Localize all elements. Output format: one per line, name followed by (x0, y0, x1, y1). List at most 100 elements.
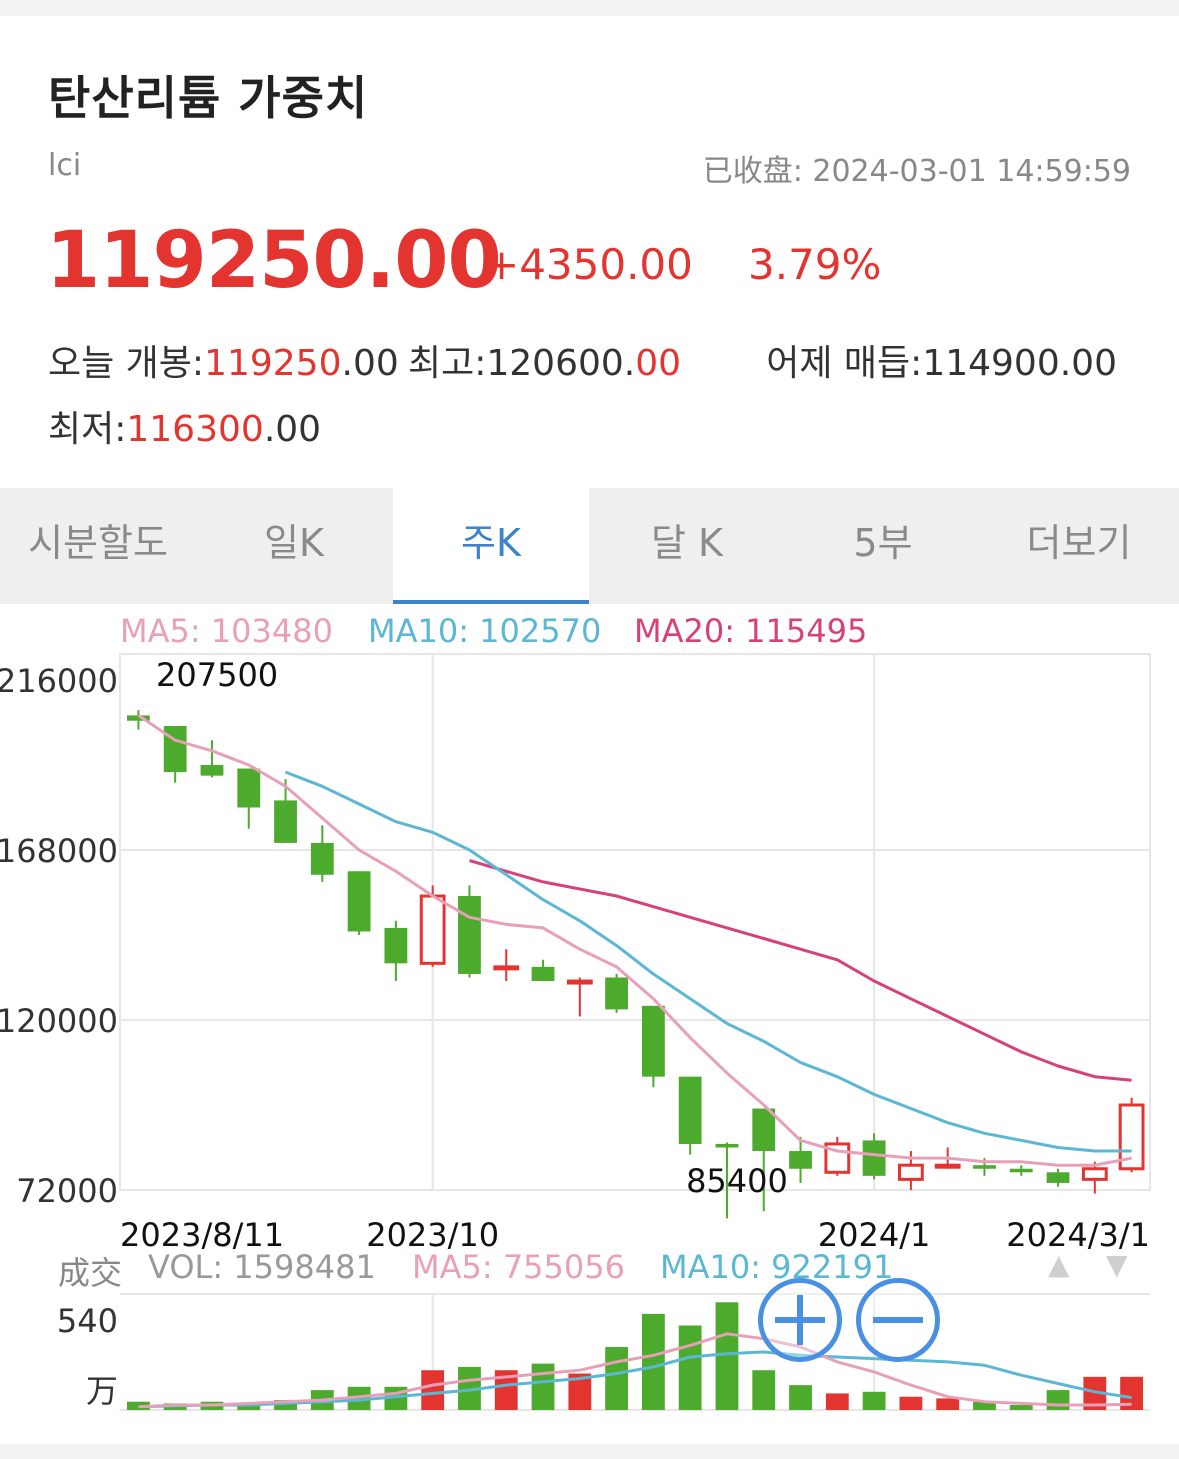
low-value: 116300 (126, 409, 264, 450)
volume-ma5-line (138, 1332, 1132, 1409)
candle-body-down (274, 800, 297, 843)
tab-daily-k[interactable]: 일K (264, 521, 324, 565)
volume-bar (752, 1370, 776, 1410)
candle-body-down (200, 765, 224, 776)
prev-close-stat: 어제 매듭:114900.00 (766, 334, 1117, 386)
ma5-line (137, 714, 1132, 1167)
zoom-in-icon[interactable] (758, 1278, 842, 1362)
price-change-percent: 3.79% (748, 240, 882, 289)
prev-close-value: 114900.00 (922, 343, 1117, 384)
tab-timeshare[interactable]: 시분할도 (28, 521, 168, 565)
chart-frame (119, 653, 1151, 1191)
volume-bar (1120, 1376, 1144, 1410)
high-stat: 최고:120600.00 (408, 334, 681, 386)
scroll-up-icon[interactable]: ▲ (1048, 1248, 1070, 1281)
low-stat: 최저:116300.00 (48, 400, 321, 452)
volume-chart: 540 万 (57, 1293, 1150, 1411)
volume-bar (531, 1363, 555, 1410)
candle-body-down (310, 842, 334, 875)
candle-body-down (605, 977, 629, 1010)
candle-body-down (347, 871, 371, 932)
volume-bar (237, 1403, 261, 1410)
volume-bar (421, 1370, 445, 1410)
tab-more[interactable]: 더보기 (1026, 521, 1132, 565)
ma5-legend: MA5: 103480 (120, 612, 333, 650)
volume-bar (789, 1385, 812, 1410)
x-tick-label: 2023/10 (366, 1216, 499, 1254)
high-value: 120600. (486, 343, 636, 384)
volume-y-tick: 540 (57, 1302, 118, 1340)
prev-close-label: 어제 매듭: (766, 343, 923, 384)
tab-monthly-k[interactable]: 달 K (651, 521, 723, 565)
quote-card (0, 16, 1179, 1444)
candle-body-down (237, 768, 261, 808)
scroll-down-icon[interactable]: ▼ (1106, 1248, 1128, 1281)
candle-body-down (458, 896, 481, 974)
volume-bar (494, 1370, 518, 1410)
x-tick-label: 2024/1 (818, 1216, 931, 1254)
y-tick-label: 216000 (0, 662, 118, 700)
volume-bar (1046, 1390, 1070, 1410)
chart-period-tabs: 시분할도 일K 주K 달 K 5부 더보기 (0, 488, 1179, 604)
volume-bar (347, 1386, 371, 1410)
candle-body-up (1118, 1103, 1145, 1171)
volume-unit-label: 万 (86, 1372, 118, 1410)
volume-bar (274, 1400, 297, 1410)
volume-bar (936, 1398, 960, 1410)
candle-body-up (493, 965, 520, 971)
volume-ma5-legend: MA5: 755056 (412, 1248, 625, 1286)
volume-bar (678, 1325, 702, 1410)
open-value: 119250 (204, 343, 342, 384)
volume-ma10-legend: MA10: 922191 (660, 1248, 894, 1286)
candle-body-down (641, 1005, 665, 1077)
market-status-label: 已收盘: (702, 154, 803, 189)
candle-body-down (1046, 1172, 1070, 1183)
candle-body-down (384, 927, 408, 964)
y-tick-label: 168000 (0, 832, 118, 870)
tab-weekly-k[interactable]: 주K (393, 488, 589, 604)
volume-bar (862, 1391, 886, 1410)
market-status: 已收盘: 2024-03-01 14:59:59 (703, 146, 1131, 190)
x-tick-label: 2024/3/1 (1006, 1216, 1150, 1254)
low-value-decimals: .00 (263, 409, 322, 450)
candle-body-down (126, 715, 150, 721)
volume-value: VOL: 1598481 (148, 1248, 376, 1286)
volume-bar (458, 1366, 481, 1410)
candle-body-up (419, 894, 446, 965)
tab-5min[interactable]: 5부 (853, 521, 913, 565)
last-price: 119250.00 (46, 216, 502, 306)
candle-body-down (163, 726, 187, 773)
market-status-time: 2024-03-01 14:59:59 (812, 154, 1131, 189)
volume-bar (973, 1401, 996, 1410)
candle-body-up (1081, 1167, 1108, 1181)
volume-bar (1009, 1405, 1033, 1410)
candle-body-down (678, 1076, 702, 1144)
price-change: +4350.00 (484, 240, 693, 289)
y-tick-label: 120000 (0, 1002, 118, 1040)
candle-body-down (752, 1108, 776, 1152)
ma10-legend: MA10: 102570 (368, 612, 602, 650)
candle-body-down (1009, 1168, 1033, 1173)
zoom-out-icon[interactable] (856, 1278, 940, 1362)
volume-label: 成交 (58, 1254, 123, 1292)
extreme-value-label: 207500 (156, 656, 278, 694)
candle-body-down (973, 1165, 996, 1169)
low-label: 최저: (48, 409, 127, 450)
candle-body-up (934, 1163, 961, 1169)
high-label: 최고: (408, 343, 487, 384)
volume-bar (641, 1313, 665, 1410)
open-label: 오늘 개봉: (48, 343, 205, 384)
ticker-code: lci (48, 148, 82, 183)
candle-body-up (897, 1163, 924, 1181)
x-tick-label: 2023/8/11 (120, 1216, 284, 1254)
volume-ma10-line (138, 1350, 1132, 1409)
open-value-decimals: .00 (341, 343, 399, 384)
volume-bar (899, 1396, 923, 1410)
high-value-decimals: 00 (635, 343, 682, 384)
candle-body-up (566, 979, 593, 985)
y-tick-label: 72000 (16, 1172, 118, 1210)
extreme-value-label: 85400 (686, 1162, 788, 1200)
volume-bar (1083, 1376, 1107, 1410)
volume-bar (715, 1302, 739, 1410)
